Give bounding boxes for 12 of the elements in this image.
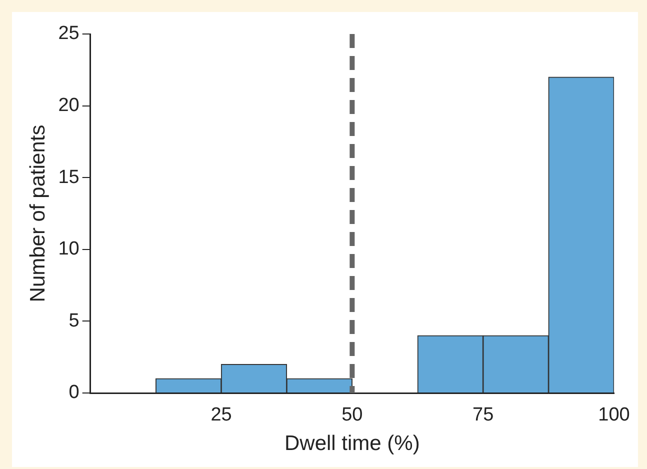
- y-tick-label: 0: [68, 382, 80, 404]
- y-tick-label: 15: [58, 166, 80, 188]
- y-axis-title: Number of patients: [26, 124, 50, 302]
- x-tick-label: 25: [210, 404, 232, 426]
- y-tick-label: 10: [58, 238, 80, 260]
- y-tick-label: 5: [68, 310, 80, 332]
- x-tick-label: 50: [342, 404, 363, 426]
- y-tick-label: 20: [58, 95, 80, 116]
- x-axis-title: Dwell time (%): [284, 432, 420, 456]
- x-tick-label: 75: [472, 404, 494, 426]
- x-tick-label: 100: [598, 404, 630, 426]
- y-tick-label: 25: [58, 23, 80, 44]
